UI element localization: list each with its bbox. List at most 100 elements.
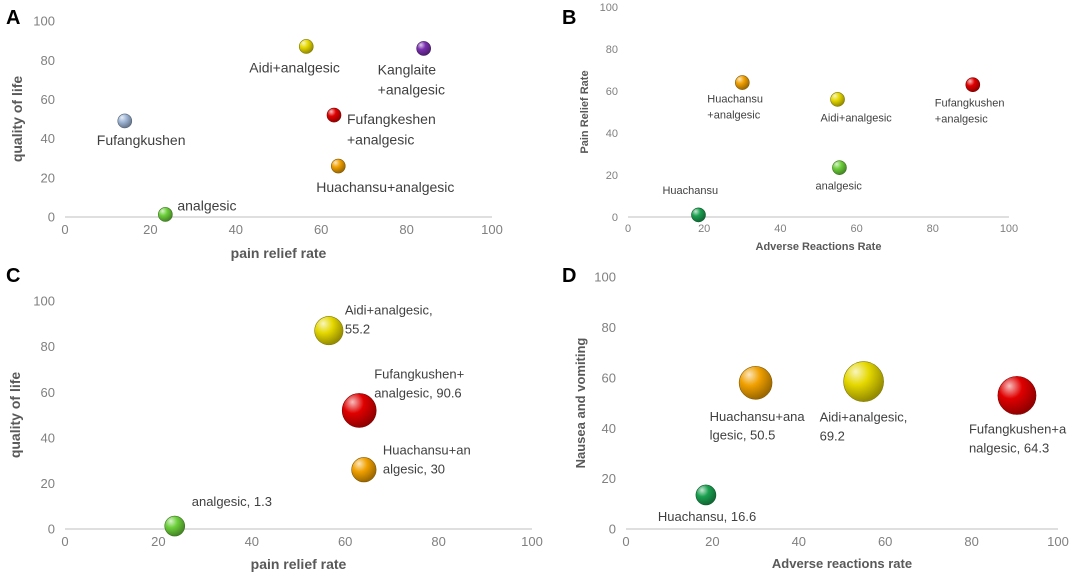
panel-d: D 0 20 40 60 80 100 0 20 40 60 80 100 Adverse reactio… [562, 265, 1069, 571]
y-tick-label: 20 [602, 471, 616, 486]
data-label-huachansu-analgesic: algesic, 30 [383, 462, 445, 477]
y-tick-label: 20 [606, 170, 618, 182]
x-tick-label: 60 [850, 223, 862, 235]
data-label-fufangkushen-analgesic: nalgesic, 64.3 [969, 440, 1049, 455]
panel-letter: C [6, 265, 20, 287]
data-label-huachansu: Huachansu, 16.6 [658, 509, 756, 524]
x-tick-label: 0 [625, 223, 631, 235]
y-tick-label: 60 [606, 86, 618, 98]
y-tick-label: 40 [41, 131, 55, 146]
y-tick-label: 60 [602, 370, 616, 385]
data-label-huachansu-analgesic: lgesic, 50.5 [710, 428, 776, 443]
point-aidi-analgesic [314, 316, 344, 346]
point-huachansu-analgesic [351, 457, 377, 483]
x-tick-label: 0 [61, 222, 68, 237]
y-axis-title: quality of life [7, 372, 23, 459]
y-tick-label: 100 [33, 294, 55, 309]
data-label-fufangkushen-analgesic: +analgesic [935, 114, 988, 126]
point-huachansu [691, 207, 706, 223]
x-tick-label: 80 [927, 223, 939, 235]
data-label-fufangkeshen-analgesic: Fufangkeshen [347, 111, 436, 127]
point-kanglaite-analgesic [416, 41, 431, 56]
y-tick-label: 0 [609, 522, 616, 537]
x-axis-title: Adverse reactions rate [772, 556, 912, 571]
y-tick-label: 40 [41, 430, 55, 445]
point-huachansu-analgesic [738, 366, 773, 400]
point-huachansu-analgesic [734, 75, 750, 90]
x-axis-title: pain relief rate [251, 556, 347, 572]
data-label-aidi-analgesic: 55.2 [345, 321, 370, 336]
panel-letter: B [562, 7, 576, 29]
data-label-fufangkushen-analgesic: analgesic, 90.6 [374, 385, 461, 400]
x-tick-label: 100 [1000, 223, 1018, 235]
y-tick-label: 100 [594, 270, 616, 285]
x-tick-label: 20 [705, 534, 719, 549]
x-tick-label: 60 [878, 534, 892, 549]
x-tick-label: 100 [521, 534, 543, 549]
data-label-fufangkushen-analgesic: Fufangkushen [935, 98, 1005, 110]
data-label-kanglaite-analgesic: Kanglaite [378, 61, 437, 77]
x-tick-label: 40 [229, 222, 243, 237]
data-label-aidi-analgesic: 69.2 [820, 428, 845, 443]
point-analgesic [164, 515, 186, 537]
data-label-aidi-analgesic: Aidi+analgesic, [345, 303, 433, 318]
data-label-huachansu-analgesic: Huachansu+analgesic [316, 179, 454, 195]
data-label-huachansu-analgesic: Huachansu+ana [710, 409, 806, 424]
x-tick-label: 80 [431, 534, 445, 549]
y-tick-label: 80 [602, 320, 616, 335]
y-tick-label: 100 [600, 2, 618, 14]
point-fufangkeshen-analgesic [326, 107, 342, 123]
point-aidi-analgesic [843, 361, 884, 402]
x-tick-label: 20 [151, 534, 165, 549]
point-fufangkushen-analgesic [341, 393, 377, 428]
data-label-aidi-analgesic: Aidi+analgesic, [820, 410, 908, 425]
point-analgesic [832, 160, 847, 175]
y-tick-label: 20 [41, 170, 55, 185]
y-tick-label: 80 [41, 339, 55, 354]
data-label-huachansu-analgesic: +analgesic [707, 110, 760, 122]
x-tick-label: 40 [792, 534, 806, 549]
data-label-analgesic: analgesic [815, 181, 862, 193]
data-label-huachansu-analgesic: Huachansu [707, 94, 763, 106]
y-tick-label: 100 [33, 14, 55, 29]
data-label-analgesic: analgesic, 1.3 [192, 494, 272, 509]
y-tick-label: 40 [606, 128, 618, 140]
point-fufangkushen [117, 113, 133, 129]
point-huachansu-analgesic [330, 158, 346, 174]
y-tick-label: 60 [41, 385, 55, 400]
panel-b: B 0 20 40 60 80 100 0 20 40 60 80 100 Adverse Reactio… [562, 2, 1018, 253]
y-tick-label: 0 [48, 522, 55, 537]
x-tick-label: 40 [774, 223, 786, 235]
panel-a: A 0 20 40 60 80 100 0 20 40 60 80 100 pain relief rat… [6, 7, 503, 261]
x-axis-title: pain relief rate [231, 245, 327, 261]
x-tick-label: 0 [61, 534, 68, 549]
data-label-huachansu-analgesic: Huachansu+an [383, 443, 471, 458]
x-tick-label: 100 [481, 222, 503, 237]
y-axis-title: Pain Relief Rate [579, 70, 591, 153]
x-tick-label: 80 [964, 534, 978, 549]
data-label-kanglaite-analgesic: +analgesic [378, 82, 445, 98]
x-tick-label: 60 [338, 534, 352, 549]
point-aidi-analgesic [830, 92, 845, 107]
point-fufangkushen-analgesic [997, 376, 1037, 415]
x-tick-label: 20 [143, 222, 157, 237]
y-tick-label: 40 [602, 421, 616, 436]
data-label-huachansu: Huachansu [662, 185, 718, 197]
y-axis-title: quality of life [9, 76, 25, 163]
point-analgesic [158, 207, 173, 222]
x-tick-label: 20 [698, 223, 710, 235]
x-tick-label: 60 [314, 222, 328, 237]
x-tick-label: 0 [622, 534, 629, 549]
y-tick-label: 0 [612, 212, 618, 224]
y-axis-title: Nausea and vomiting [573, 338, 588, 469]
panel-letter: D [562, 265, 576, 287]
data-label-analgesic: analgesic [177, 197, 236, 213]
point-fufangkushen-analgesic [965, 77, 981, 92]
point-huachansu [695, 484, 717, 506]
x-axis-title: Adverse Reactions Rate [756, 241, 882, 253]
y-tick-label: 20 [41, 476, 55, 491]
data-label-aidi-analgesic: Aidi+analgesic [249, 59, 340, 75]
x-tick-label: 100 [1047, 534, 1069, 549]
y-tick-label: 80 [41, 53, 55, 68]
